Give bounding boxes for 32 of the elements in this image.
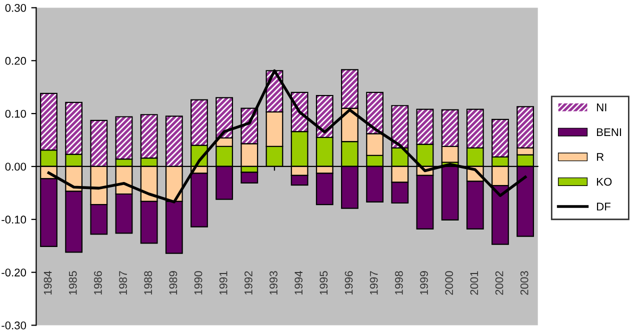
x-tick-label: 1988 [144, 271, 152, 295]
y-tick-label: 0.00 [5, 162, 26, 171]
x-tick-label: 1987 [119, 271, 127, 295]
y-tick-label: -0.30 [2, 322, 26, 330]
x-tick-label: 1991 [219, 271, 228, 295]
legend-label: R [597, 153, 604, 161]
x-tick-label: 1995 [320, 271, 328, 295]
y-tick-label: 0.30 [5, 4, 26, 12]
x-tick-label: 1998 [395, 271, 403, 295]
x-tick-label: 1984 [44, 270, 52, 295]
x-tick-label: 2003 [520, 271, 528, 295]
x-tick-label: 1990 [194, 271, 202, 295]
legend-label: NI [597, 104, 606, 112]
x-tick-label: 1985 [68, 271, 77, 295]
x-tick-label: 1992 [244, 271, 252, 295]
x-tick-label: 1994 [294, 270, 303, 295]
y-tick-label: 0.10 [5, 110, 26, 118]
x-tick-label: 2001 [470, 271, 478, 295]
legend-label: BENI [597, 128, 622, 136]
y-tick-label: -0.20 [2, 268, 26, 276]
x-tick-label: 2002 [495, 271, 504, 295]
x-tick-label: 1997 [370, 271, 378, 295]
legend-label: DF [597, 202, 610, 210]
y-tick-label: -0.10 [2, 216, 26, 224]
x-tick-label: 1986 [94, 271, 102, 295]
y-tick-label: 0.20 [5, 56, 26, 65]
x-tick-label: 1999 [420, 271, 428, 295]
x-tick-label: 2000 [445, 271, 454, 295]
x-tick-label: 1989 [169, 271, 178, 295]
x-tick-label: 1993 [270, 271, 278, 295]
x-tick-label: 1996 [344, 271, 353, 295]
legend-label: KO [597, 178, 612, 186]
